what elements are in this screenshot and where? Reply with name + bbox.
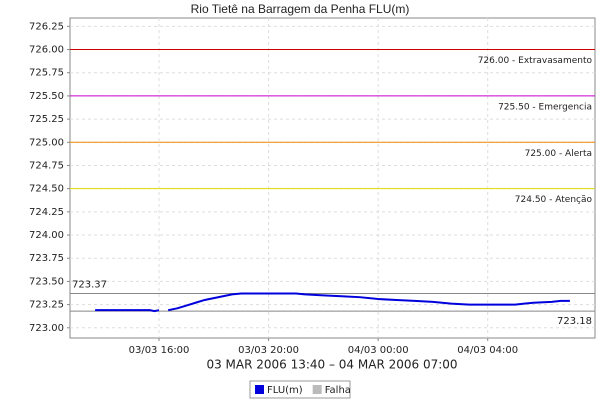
max-line-label: 723.37	[72, 279, 107, 290]
data-line	[95, 292, 570, 313]
legend-swatch	[255, 385, 264, 394]
chart-title: Rio Tietê na Barragem da Penha FLU(m)	[191, 2, 410, 16]
y-tick-label: 723.25	[29, 300, 64, 311]
legend-swatch	[312, 385, 322, 394]
y-tick-label: 725.75	[29, 68, 64, 79]
y-tick-label: 725.25	[29, 114, 64, 125]
plot-area	[69, 17, 596, 339]
threshold-label: 724.50 - Atenção	[515, 195, 593, 205]
x-tick-label: 04/03 04:00	[457, 345, 518, 356]
y-tick-label: 726.00	[29, 45, 64, 56]
y-tick-label: 723.75	[29, 253, 64, 264]
x-tick-label: 03/03 16:00	[129, 345, 190, 356]
y-tick-label: 725.00	[29, 137, 64, 148]
legend-label: Falha	[325, 385, 351, 396]
y-tick-label: 724.75	[29, 160, 64, 171]
y-tick-label: 723.50	[29, 276, 64, 287]
y-tick-label: 724.25	[29, 207, 64, 218]
y-tick-label: 724.50	[29, 184, 64, 195]
threshold-label: 725.00 - Alerta	[525, 149, 592, 159]
legend-label: FLU(m)	[267, 385, 303, 396]
x-tick-label: 04/03 00:00	[348, 345, 409, 356]
y-tick-label: 725.50	[29, 91, 64, 102]
y-tick-label: 726.25	[29, 21, 64, 32]
threshold-label: 726.00 - Extravasamento	[478, 56, 593, 66]
x-tick-label: 03/03 20:00	[238, 345, 299, 356]
min-line-label: 723.18	[557, 316, 592, 327]
legend-box	[249, 380, 351, 399]
threshold-label: 725.50 - Emergencia	[498, 102, 592, 112]
x-axis-label: 03 MAR 2006 13:40 – 04 MAR 2006 07:00	[206, 358, 457, 372]
legend: FLU(m) Falha	[249, 380, 351, 399]
y-tick-label: 724.00	[29, 230, 64, 241]
y-tick-label: 723.00	[29, 323, 64, 334]
